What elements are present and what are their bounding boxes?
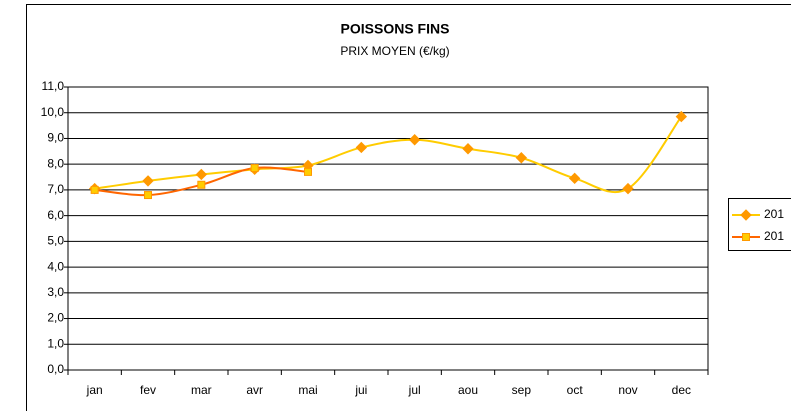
marker	[195, 168, 208, 181]
x-tick-label: aou	[458, 383, 478, 397]
y-tick-label: 3,0	[47, 285, 64, 299]
marker	[408, 134, 421, 146]
marker	[304, 167, 312, 176]
y-tick-label: 10,0	[41, 105, 65, 119]
x-tick-label: nov	[618, 383, 637, 397]
marker	[622, 182, 634, 195]
y-tick-label: 7,0	[47, 182, 64, 196]
x-tick-label: sep	[512, 383, 532, 397]
marker	[144, 191, 152, 200]
marker	[675, 110, 688, 123]
y-tick-label: 2,0	[47, 311, 64, 325]
legend-box	[728, 198, 791, 251]
marker	[90, 185, 99, 194]
y-tick-label: 11,0	[42, 79, 65, 93]
x-tick-label: fev	[140, 383, 156, 397]
x-tick-label: jul	[408, 383, 421, 397]
legend-marker	[740, 209, 752, 221]
y-tick-label: 6,0	[47, 208, 64, 222]
x-tick-label: dec	[672, 383, 691, 397]
chart-border	[26, 4, 791, 411]
y-tick-label: 5,0	[47, 234, 64, 248]
chart-title: POISSONS FINS	[341, 21, 450, 37]
legend-label: 201	[764, 207, 784, 221]
marker	[142, 175, 154, 187]
marker	[515, 152, 528, 164]
y-tick-label: 4,0	[47, 259, 64, 273]
x-tick-label: avr	[246, 383, 263, 397]
y-tick-label: 0,0	[47, 362, 64, 376]
marker	[462, 143, 474, 155]
chart-subtitle: PRIX MOYEN (€/kg)	[340, 44, 449, 58]
y-tick-label: 1,0	[47, 336, 64, 350]
marker	[355, 141, 368, 154]
marker	[197, 180, 206, 189]
legend-label: 201	[764, 229, 784, 243]
x-tick-label: jui	[354, 383, 367, 397]
marker	[568, 172, 581, 185]
x-tick-label: oct	[567, 383, 584, 397]
y-tick-label: 9,0	[47, 131, 64, 145]
x-tick-label: jan	[86, 383, 103, 397]
x-tick-label: mai	[298, 383, 317, 397]
y-tick-label: 8,0	[47, 156, 64, 170]
legend-marker	[742, 233, 750, 241]
marker	[250, 164, 259, 173]
x-tick-label: mar	[191, 383, 212, 397]
